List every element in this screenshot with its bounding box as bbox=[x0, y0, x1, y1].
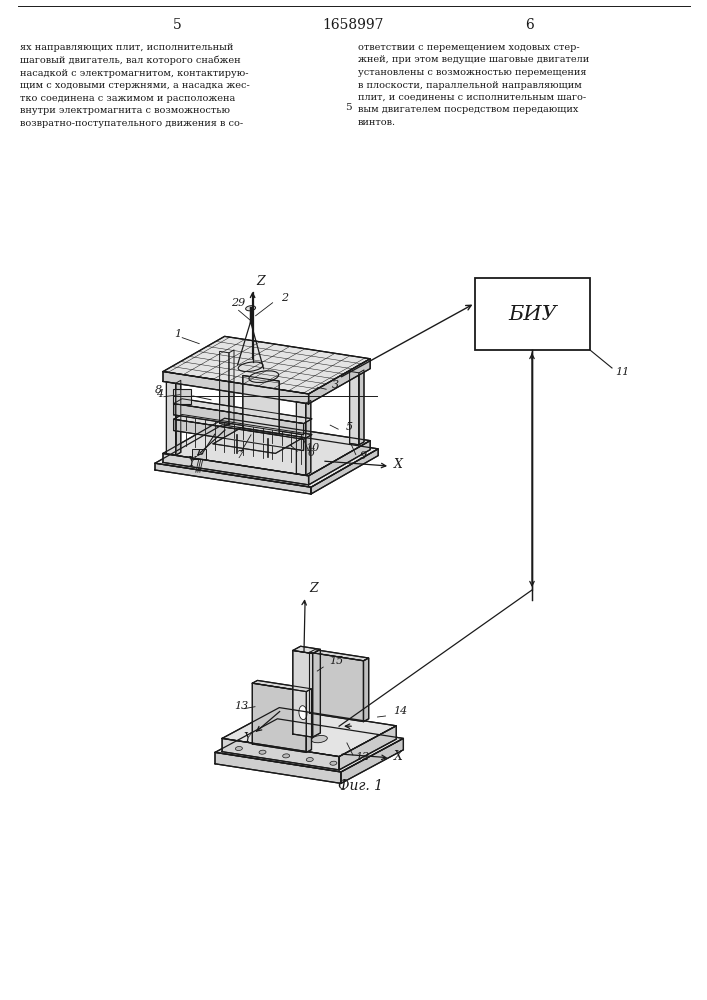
Ellipse shape bbox=[235, 747, 243, 751]
Text: Y: Y bbox=[187, 456, 195, 469]
Text: 1658997: 1658997 bbox=[322, 18, 384, 32]
Polygon shape bbox=[222, 738, 339, 770]
Text: Фиг. 1: Фиг. 1 bbox=[339, 779, 383, 793]
Polygon shape bbox=[359, 370, 364, 445]
Bar bbox=[475, 278, 590, 350]
Text: 6: 6 bbox=[308, 448, 315, 458]
Text: 10: 10 bbox=[305, 443, 320, 453]
Text: 8: 8 bbox=[155, 385, 162, 395]
Text: 2: 2 bbox=[281, 293, 288, 303]
Ellipse shape bbox=[283, 754, 290, 758]
Text: 7: 7 bbox=[237, 450, 244, 460]
Polygon shape bbox=[166, 382, 176, 455]
Polygon shape bbox=[293, 646, 320, 654]
Text: Z: Z bbox=[257, 275, 265, 288]
Bar bbox=[173, 389, 191, 404]
Ellipse shape bbox=[293, 733, 310, 740]
Text: 5: 5 bbox=[346, 422, 354, 432]
Polygon shape bbox=[215, 752, 341, 783]
Polygon shape bbox=[155, 463, 311, 494]
Text: 1: 1 bbox=[174, 329, 181, 339]
Polygon shape bbox=[252, 683, 306, 752]
Polygon shape bbox=[312, 649, 320, 737]
Polygon shape bbox=[341, 738, 404, 783]
Text: Y: Y bbox=[244, 732, 252, 745]
Text: 9: 9 bbox=[360, 451, 367, 461]
Polygon shape bbox=[163, 453, 308, 485]
Polygon shape bbox=[163, 372, 308, 404]
Text: 14: 14 bbox=[394, 706, 408, 716]
Text: 13: 13 bbox=[234, 701, 248, 711]
Text: 5: 5 bbox=[345, 104, 351, 112]
Text: 6: 6 bbox=[525, 18, 534, 32]
Polygon shape bbox=[163, 336, 370, 394]
Polygon shape bbox=[293, 650, 312, 737]
Ellipse shape bbox=[249, 371, 279, 382]
Text: 29: 29 bbox=[230, 298, 245, 308]
Text: Z: Z bbox=[309, 582, 317, 595]
Ellipse shape bbox=[312, 735, 327, 743]
Ellipse shape bbox=[330, 761, 337, 765]
Ellipse shape bbox=[259, 750, 266, 754]
Polygon shape bbox=[213, 428, 303, 453]
Ellipse shape bbox=[299, 706, 307, 720]
Bar bbox=[192, 449, 206, 459]
Text: 5: 5 bbox=[173, 18, 182, 32]
Polygon shape bbox=[305, 400, 311, 475]
Polygon shape bbox=[339, 726, 397, 770]
Polygon shape bbox=[174, 414, 312, 439]
Polygon shape bbox=[220, 351, 229, 425]
Text: ях направляющих плит, исполнительный
шаговый двигатель, вал которого снабжен
нас: ях направляющих плит, исполнительный шаг… bbox=[20, 43, 250, 128]
Polygon shape bbox=[163, 418, 370, 476]
Text: 12: 12 bbox=[355, 752, 369, 762]
Text: X: X bbox=[395, 750, 403, 763]
Polygon shape bbox=[215, 719, 404, 772]
Polygon shape bbox=[308, 359, 370, 404]
Polygon shape bbox=[308, 441, 370, 485]
Text: 15: 15 bbox=[329, 656, 344, 666]
Polygon shape bbox=[310, 650, 368, 661]
Text: БИУ: БИУ bbox=[508, 304, 557, 324]
Text: 4: 4 bbox=[156, 389, 163, 399]
Polygon shape bbox=[349, 371, 359, 445]
Polygon shape bbox=[363, 658, 368, 722]
Polygon shape bbox=[310, 652, 363, 722]
Polygon shape bbox=[229, 350, 234, 425]
Polygon shape bbox=[176, 380, 181, 455]
Polygon shape bbox=[222, 708, 397, 757]
Polygon shape bbox=[174, 404, 303, 435]
Ellipse shape bbox=[245, 306, 255, 311]
Text: ответствии с перемещением ходовых стер-
жней, при этом ведущие шаговые двигатели: ответствии с перемещением ходовых стер- … bbox=[358, 43, 589, 127]
Ellipse shape bbox=[238, 362, 263, 372]
Polygon shape bbox=[252, 680, 312, 692]
Ellipse shape bbox=[276, 730, 291, 737]
Text: 11: 11 bbox=[615, 367, 629, 377]
Polygon shape bbox=[155, 425, 378, 487]
Polygon shape bbox=[306, 689, 312, 752]
Text: X: X bbox=[394, 458, 403, 471]
Polygon shape bbox=[174, 419, 303, 451]
Polygon shape bbox=[174, 399, 312, 424]
Text: 3: 3 bbox=[332, 380, 339, 390]
Polygon shape bbox=[243, 375, 279, 435]
Ellipse shape bbox=[306, 758, 313, 762]
Polygon shape bbox=[296, 402, 305, 475]
Polygon shape bbox=[311, 449, 378, 494]
